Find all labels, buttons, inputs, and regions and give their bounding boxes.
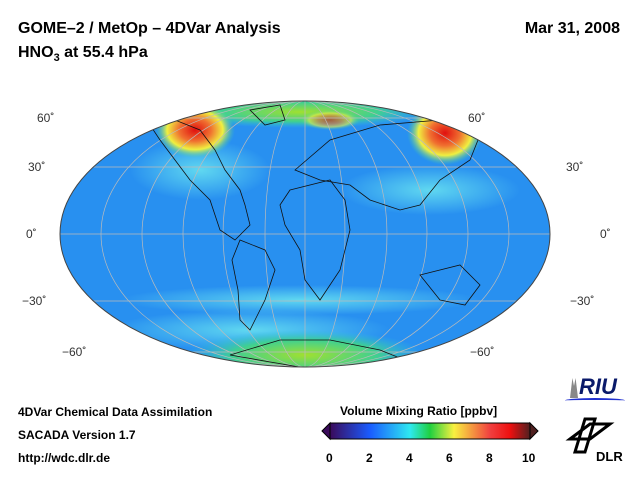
lat-label-left: −60˚ (62, 345, 87, 359)
lat-label-left: −30˚ (22, 294, 47, 308)
riu-logo: RIU (565, 374, 625, 404)
lat-label-right: 0˚ (600, 227, 611, 241)
pressure-level: at 55.4 hPa (59, 44, 148, 61)
colorbar-tick: 4 (406, 451, 413, 465)
colorbar (321, 421, 539, 441)
riu-logo-text: RIU (579, 374, 617, 399)
lat-label-right: −30˚ (570, 294, 595, 308)
footer-line2: SACADA Version 1.7 (18, 428, 136, 442)
colorbar-tick: 8 (486, 451, 493, 465)
colorbar-title: Volume Mixing Ratio [ppbv] (340, 404, 498, 418)
footer-url[interactable]: http://wdc.dlr.de (18, 451, 110, 465)
colorbar-tick: 10 (522, 451, 536, 465)
lat-label-right: 60˚ (468, 111, 486, 125)
colorbar-tick: 6 (446, 451, 453, 465)
title: GOME–2 / MetOp – 4DVar Analysis (18, 20, 281, 37)
lat-label-left: 30˚ (28, 160, 46, 174)
date: Mar 31, 2008 (524, 20, 620, 37)
species: HNO (18, 44, 54, 61)
dlr-logo-text: DLR (596, 449, 623, 464)
colorbar-tick: 2 (366, 451, 373, 465)
subtitle: HNO3 at 55.4 hPa (18, 44, 148, 64)
dlr-logo-icon (565, 417, 615, 454)
lat-label-left: 0˚ (26, 227, 37, 241)
lat-label-right: 30˚ (566, 160, 584, 174)
map-border (59, 100, 551, 368)
lat-label-right: −60˚ (470, 345, 495, 359)
colorbar-over-arrow (529, 421, 539, 441)
colorbar-tick: 0 (326, 451, 333, 465)
lat-label-left: 60˚ (37, 111, 55, 125)
footer-line1: 4DVar Chemical Data Assimilation (18, 405, 213, 419)
coastlines (149, 104, 481, 367)
colorbar-under-arrow (321, 421, 331, 441)
species-subscript: 3 (53, 52, 60, 65)
graticule (60, 101, 550, 367)
colorbar-gradient (329, 422, 531, 440)
field (60, 101, 550, 367)
